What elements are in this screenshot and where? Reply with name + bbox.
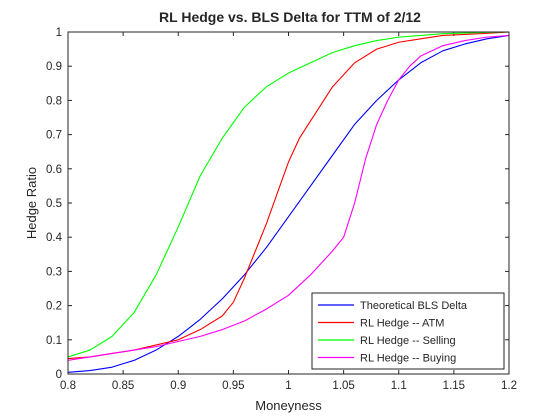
series-line-rl-hedge-buying <box>67 34 510 361</box>
y-tick-label: 0.3 <box>46 266 62 278</box>
x-tick-label: 0.95 <box>222 380 244 392</box>
x-tick-label: 1.2 <box>501 380 517 392</box>
x-tick-label: 0.9 <box>170 380 186 392</box>
y-tick-label: 0.1 <box>46 335 62 347</box>
y-tick-label: 0.4 <box>46 232 63 244</box>
legend-label: Theoretical BLS Delta <box>360 300 468 312</box>
x-tick-label: 1 <box>285 380 291 392</box>
legend: Theoretical BLS Delta RL Hedge -- ATM RL H… <box>311 292 505 370</box>
y-axis-label: Hedge Ratio <box>24 167 39 239</box>
y-tick-label: 0 <box>56 369 62 381</box>
series-line-theoretical-bls-delta <box>67 34 510 373</box>
y-tick-label: 0.9 <box>46 61 62 73</box>
series-line-rl-hedge-atm <box>67 31 510 360</box>
x-tick-label: 0.8 <box>60 380 76 392</box>
y-tick-label: 0.2 <box>46 301 62 313</box>
legend-label: RL Hedge -- Selling <box>360 335 456 347</box>
y-tick-label: 0.6 <box>46 164 62 176</box>
x-tick-label: 1.1 <box>391 380 407 392</box>
axis-ticks: 0.8 0.85 0.9 0.95 1 1.05 1.1 1.15 1.2 0 0.1 0.2 0.3 0… <box>46 27 517 392</box>
legend-label: RL Hedge -- Buying <box>360 353 456 365</box>
legend-label: RL Hedge -- ATM <box>360 318 444 330</box>
x-tick-label: 1.15 <box>443 380 465 392</box>
x-tick-label: 0.85 <box>112 380 134 392</box>
y-tick-label: 0.5 <box>46 198 62 210</box>
y-tick-label: 1 <box>56 27 62 39</box>
x-tick-label: 1.05 <box>332 380 354 392</box>
legend-box <box>311 292 505 370</box>
axes-box <box>67 31 510 375</box>
series-line-rl-hedge-selling <box>67 31 510 358</box>
x-axis-label: Moneyness <box>255 398 322 413</box>
chart-title: RL Hedge vs. BLS Delta for TTM of 2/12 <box>159 9 421 25</box>
y-tick-label: 0.8 <box>46 95 62 107</box>
y-tick-label: 0.7 <box>46 130 62 142</box>
series-layer <box>67 31 510 373</box>
